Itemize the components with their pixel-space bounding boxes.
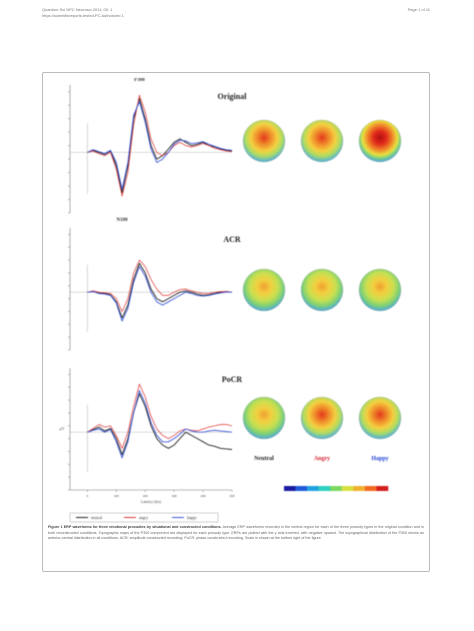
topo-map	[243, 120, 285, 162]
caption-title: Figure 1 ERP waveforms for three emotion…	[48, 525, 222, 529]
legend-label-happy: happy	[187, 515, 197, 520]
erp-line-happy	[87, 101, 233, 190]
x-axis-label: Latency (ms)	[141, 500, 162, 504]
journal-line: Quantum Sci NPC Neurosci 2011; 00: 1	[42, 7, 113, 12]
peak-label-n100: N100	[117, 218, 129, 223]
erp-line-angry	[87, 259, 233, 312]
colorbar-segment	[318, 486, 331, 491]
panel-title-original: Original	[218, 92, 248, 101]
topo-map	[359, 120, 401, 162]
topo-map	[301, 397, 343, 439]
colorbar-segment	[330, 486, 343, 491]
erp-line-angry	[87, 94, 233, 197]
x-tick-label: 200	[143, 494, 149, 498]
topo-label-angry: Angry	[314, 456, 330, 462]
topo-outline	[358, 268, 402, 312]
caption-body: Average ERP waveforms recorded in the ce…	[48, 525, 424, 541]
y-axis-label: μV	[59, 426, 64, 431]
colorbar-segment	[295, 486, 308, 491]
topo-outline	[242, 396, 286, 440]
journal-header: Quantum Sci NPC Neurosci 2011; 00: 1 htt…	[42, 7, 124, 19]
peak-label-p300: P300	[134, 78, 145, 83]
topo-label-happy: Happy	[371, 456, 388, 462]
topo-outline	[358, 396, 402, 440]
x-tick-label: 100	[114, 494, 120, 498]
colorbar-segment	[353, 486, 366, 491]
colorbar-segment	[284, 486, 296, 491]
topo-map	[301, 269, 343, 311]
legend-label-angry: angry	[139, 515, 148, 520]
colorbar-segment	[307, 486, 319, 491]
colorbar-segment	[341, 486, 354, 491]
legend-box	[69, 512, 219, 523]
x-tick-label: 400	[200, 494, 206, 498]
x-tick-label: 500	[229, 494, 235, 498]
panel-title-acr: ACR	[223, 235, 241, 244]
page-number: Page 1 of 11	[407, 7, 430, 12]
topo-label-neutral: Neutral	[254, 456, 274, 462]
topo-map	[359, 397, 401, 439]
topo-map	[301, 120, 343, 162]
topo-map	[243, 269, 285, 311]
topo-outline	[300, 119, 344, 163]
doi-line: https://scientificreports.tested.PC Auth…	[42, 13, 124, 18]
x-tick-label: 0	[86, 494, 88, 498]
erp-line-happy	[87, 266, 232, 322]
topo-map	[243, 397, 285, 439]
erp-line-angry	[87, 383, 233, 449]
erp-line-neutral	[87, 393, 233, 456]
x-tick-label: 300	[172, 494, 178, 498]
erp-line-neutral	[87, 262, 233, 319]
topo-outline	[300, 396, 344, 440]
erp-line-neutral	[87, 98, 233, 194]
topo-outline	[358, 119, 402, 163]
figure-frame	[42, 72, 430, 572]
topo-outline	[300, 268, 344, 312]
colorbar-segment	[376, 486, 389, 491]
figure-caption: Figure 1 ERP waveforms for three emotion…	[48, 525, 424, 542]
panel-title-pocr: PoCR	[222, 375, 243, 384]
topo-map	[359, 269, 401, 311]
topo-outline	[242, 119, 286, 163]
erp-line-happy	[87, 390, 233, 459]
topo-outline	[242, 268, 286, 312]
legend-label-neutral: neutral	[91, 515, 103, 520]
colorbar-segment	[364, 486, 377, 491]
